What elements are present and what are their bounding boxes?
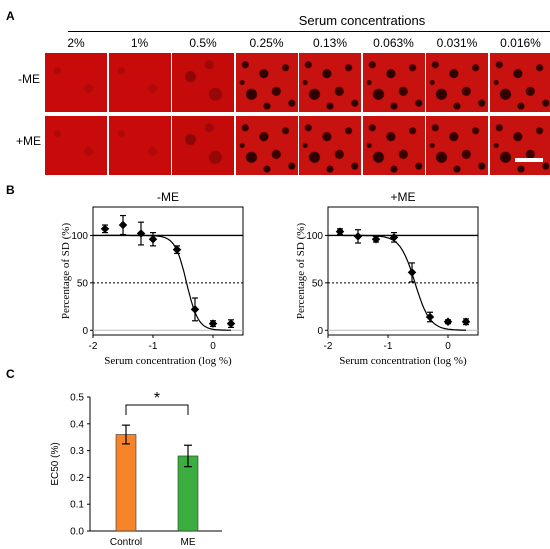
data-point: [100, 224, 110, 234]
x-tick-label: -1: [149, 341, 158, 352]
x-tick-label: -2: [89, 341, 98, 352]
y-tick-label: 100: [71, 231, 88, 242]
y-axis-label: Percentage of SD (%): [295, 223, 307, 320]
y-tick-label: 50: [312, 278, 324, 289]
micrograph-tile-r1-c0: [45, 116, 107, 175]
data-point: [425, 312, 435, 322]
x-tick-label: -1: [384, 341, 393, 352]
serum-concentrations-header: Serum concentrations: [298, 13, 426, 28]
fitted-curve: [105, 234, 231, 331]
x-axis-label: Serum concentration (log %): [339, 355, 467, 367]
micrograph-tile-r0-c7: [489, 53, 550, 112]
scale-bar: [515, 158, 543, 162]
y-tick-label: 0: [317, 326, 323, 337]
category-label: Control: [110, 537, 142, 548]
micrograph-tile-r0-c4: [299, 53, 361, 112]
y-tick-label: 0.3: [70, 446, 84, 457]
panel-b-letter: B: [6, 183, 15, 197]
y-axis-label: EC50 (%): [50, 442, 61, 485]
column-label-2: 0.5%: [189, 36, 217, 50]
data-point: [461, 317, 471, 326]
data-point: [335, 227, 345, 236]
column-label-0: 2%: [67, 36, 85, 50]
significance-star: *: [154, 390, 160, 407]
column-label-4: 0.13%: [312, 36, 348, 50]
x-tick-label: -2: [324, 341, 333, 352]
column-label-5: 0.063%: [373, 36, 414, 50]
data-point: [443, 317, 453, 326]
data-point: [407, 268, 417, 277]
y-tick-label: 0.1: [70, 500, 84, 511]
micrograph-tile-r0-c0: [45, 53, 107, 112]
chart-title: +ME: [390, 190, 415, 204]
panel-b-charts: -ME 0 50 100 -2 -1 0 Serum concentration (log %…: [60, 190, 479, 367]
x-tick-label: 0: [210, 341, 216, 352]
micrograph-tile-r0-c2: [172, 53, 234, 112]
y-tick-label: 0.2: [70, 473, 84, 484]
row-label-plus-me: +ME: [16, 134, 42, 148]
data-point: [208, 319, 218, 328]
data-point: [118, 220, 128, 230]
plot-frame: [92, 206, 244, 336]
data-point: [136, 229, 146, 238]
y-tick-label: 0.5: [70, 393, 84, 404]
micrograph-tile-r1-c4: [299, 116, 361, 175]
data-point: [226, 319, 236, 328]
panel-c-letter: C: [6, 367, 15, 381]
panel-c-chart: 0.0 0.1 0.2 0.3 0.4 0.5 EC50 (%) Control ME *: [50, 390, 222, 548]
micrograph-tile-r0-c6: [426, 53, 488, 112]
significance-bracket: [125, 404, 189, 415]
data-point: [353, 232, 363, 241]
header-underline: [68, 31, 550, 32]
fitted-curve: [340, 234, 467, 331]
micrograph-tile-r0-c3: [235, 53, 298, 112]
chart-title: -ME: [157, 190, 179, 204]
chart-minus-me: -ME 0 50 100 -2 -1 0 Serum concentration (log %…: [60, 190, 244, 367]
micrograph-tile-r1-c1: [108, 116, 171, 175]
y-tick-label: 100: [306, 231, 323, 242]
micrograph-tile-r1-c7: [489, 116, 550, 175]
y-tick-label: 0: [82, 326, 88, 337]
micrograph-tile-r1-c6: [426, 116, 488, 175]
micrograph-tile-r1-c3: [235, 116, 298, 175]
y-tick-label: 0.4: [70, 419, 84, 430]
y-axis-label: Percentage of SD (%): [60, 223, 72, 320]
column-label-1: 1%: [130, 36, 149, 50]
category-label: ME: [181, 537, 196, 548]
micrograph-tile-r0-c1: [108, 53, 171, 112]
data-point: [389, 233, 399, 242]
column-label-7: 0.016%: [500, 36, 541, 50]
x-tick-label: 0: [445, 341, 451, 352]
row-label-minus-me: -ME: [18, 72, 40, 86]
bar-control: [115, 434, 137, 532]
y-tick-label: 50: [77, 278, 89, 289]
panel-a-letter: A: [6, 9, 15, 23]
micrograph-tile-r1-c2: [172, 116, 234, 175]
ec50-bar-chart: 0.0 0.1 0.2 0.3 0.4 0.5 EC50 (%) Control ME *: [50, 390, 222, 548]
plot-frame: [327, 206, 479, 336]
data-point: [148, 234, 158, 244]
column-label-3: 0.25%: [249, 36, 284, 50]
x-axis-label: Serum concentration (log %): [104, 355, 232, 367]
data-point: [371, 234, 381, 244]
micrograph-tile-r0-c5: [362, 53, 425, 112]
y-tick-label: 0.0: [70, 527, 84, 538]
chart-plus-me: +ME 0 50 100 -2 -1 0 Serum concentration (log %…: [295, 190, 479, 367]
data-point: [172, 245, 182, 254]
micrograph-tile-r1-c5: [362, 116, 425, 175]
data-point: [190, 305, 200, 314]
column-label-6: 0.031%: [436, 36, 478, 50]
